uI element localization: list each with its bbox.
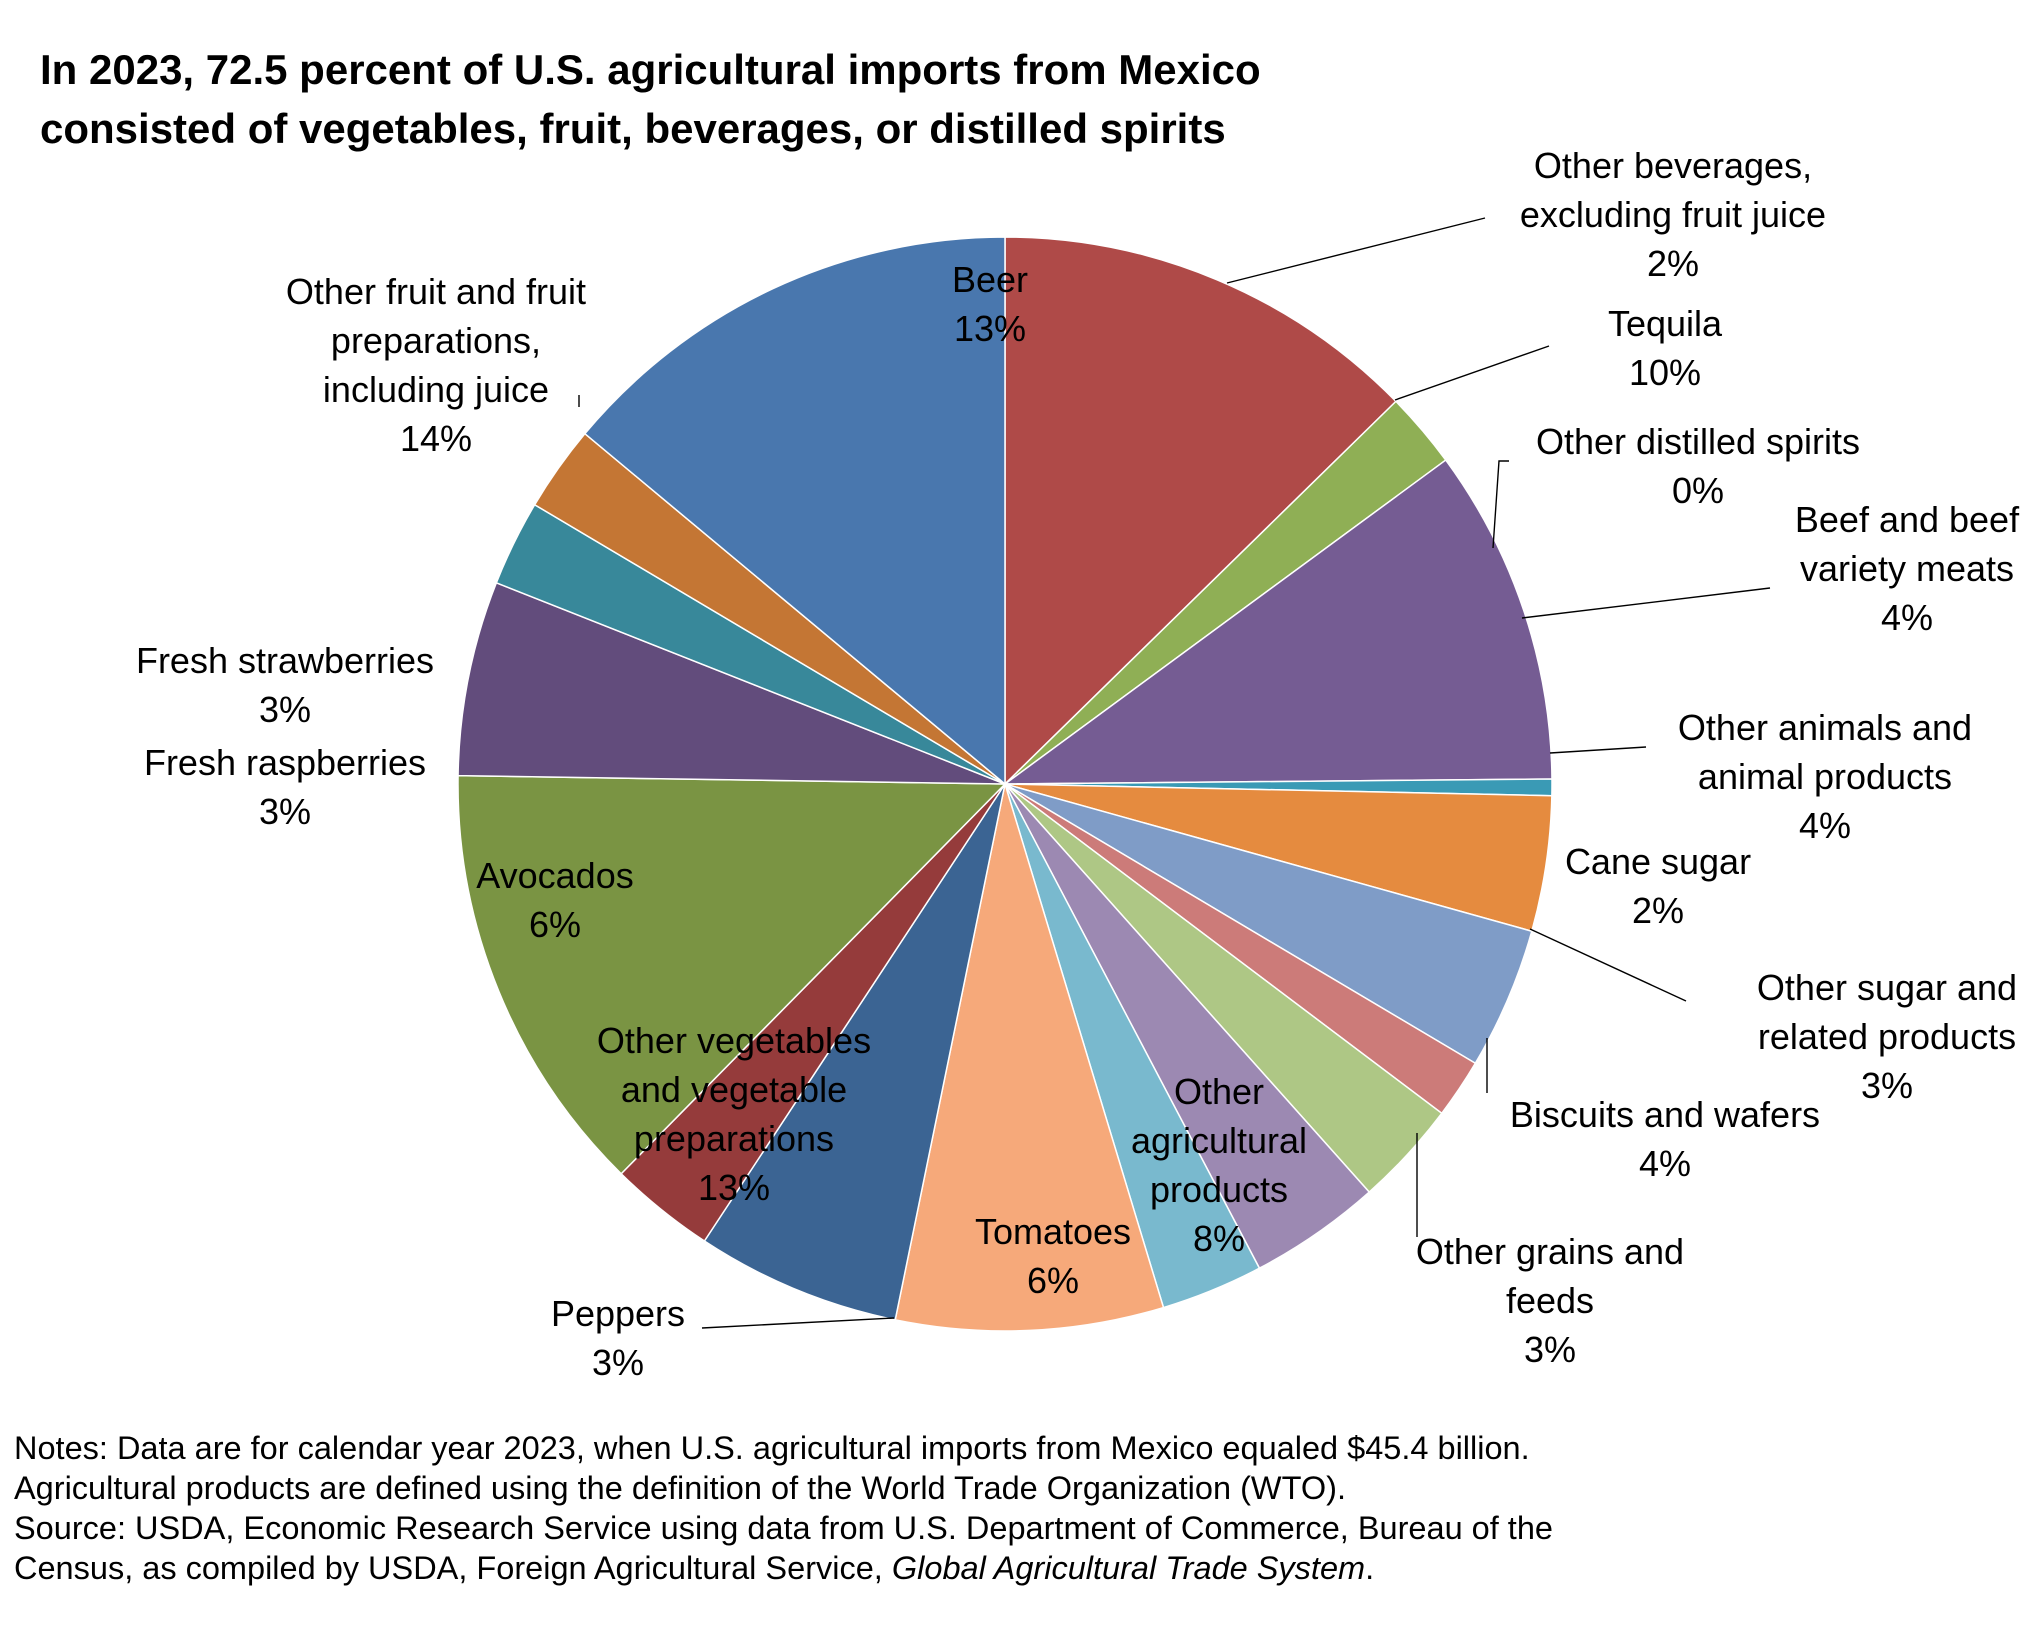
slice-label-line: related products <box>1758 1016 2016 1057</box>
slice-labels: Beer 13% Other beverages, excluding fruit j… <box>136 145 2020 1383</box>
slice-label-line: Avocados <box>476 855 633 896</box>
slice-label-other-sugar-and-related-products: Other sugar and related products 3% <box>1757 967 2017 1106</box>
slice-label-line: variety meats <box>1800 548 2014 589</box>
slice-label-line: preparations, <box>331 320 541 361</box>
leader-line-other-animals-and-animal-products <box>1549 746 1647 754</box>
slice-label-line: 13% <box>698 1167 770 1208</box>
slice-label-line: feeds <box>1506 1280 1594 1321</box>
slice-label-line: Fresh raspberries <box>144 742 426 783</box>
source-line-2: Census, as compiled by USDA, Foreign Agr… <box>14 1548 2024 1588</box>
slice-label-line: 8% <box>1193 1218 1245 1259</box>
slice-label-line: Cane sugar <box>1565 841 1751 882</box>
slice-label-other-distilled-spirits: Other distilled spirits 0% <box>1536 421 1860 511</box>
leader-line-other-sugar-and-related-products <box>1529 928 1687 1002</box>
pie-slice-other-agricultural-products <box>894 783 1165 1332</box>
slice-label-line: Other distilled spirits <box>1536 421 1860 462</box>
slice-label-line: 6% <box>1027 1260 1079 1301</box>
slice-label-line: preparations <box>634 1118 834 1159</box>
slice-label-line: Other beverages, <box>1534 145 1812 186</box>
slice-label-tequila: Tequila 10% <box>1608 303 1723 393</box>
slice-label-line: 4% <box>1639 1143 1691 1184</box>
slice-label-line: 14% <box>400 418 472 459</box>
leader-line-tequila <box>1394 345 1550 401</box>
slice-label-other-animals-and-animal-products: Other animals and animal products 4% <box>1678 707 1972 846</box>
slice-label-line: 3% <box>259 689 311 730</box>
slice-label-other-vegetables-and-vegetable-preparations: Other vegetables and vegetable preparation… <box>597 1020 871 1208</box>
slice-label-line: 0% <box>1672 470 1724 511</box>
slice-label-line: animal products <box>1698 756 1952 797</box>
slice-label-line: Other vegetables <box>597 1020 871 1061</box>
slice-label-line: Other grains and <box>1416 1231 1684 1272</box>
leader-line-other-beverages-excluding-fruit-juice <box>1226 217 1486 284</box>
source-dataset-name: Global Agricultural Trade System <box>891 1550 1366 1586</box>
slice-label-line: 3% <box>592 1342 644 1383</box>
slice-label-line: products <box>1150 1169 1288 1210</box>
slice-label-line: 6% <box>529 904 581 945</box>
slice-label-other-grains-and-feeds: Other grains and feeds 3% <box>1416 1231 1684 1370</box>
slice-label-avocados: Avocados 6% <box>476 855 633 945</box>
slice-label-beer: Beer 13% <box>952 259 1028 349</box>
slice-label-line: 13% <box>954 308 1026 349</box>
slice-label-line: 3% <box>1861 1065 1913 1106</box>
chart-title: In 2023, 72.5 percent of U.S. agricultur… <box>40 40 1740 158</box>
pie-slices <box>457 236 1553 1332</box>
slice-label-line: and vegetable <box>621 1069 847 1110</box>
source-line-1: Source: USDA, Economic Research Service … <box>14 1510 1553 1546</box>
slice-label-line: agricultural <box>1131 1120 1307 1161</box>
source-end: . <box>1365 1550 1375 1586</box>
source-text: Census, as compiled by USDA, Foreign Agr… <box>14 1550 892 1586</box>
leader-line-beef-and-beef-variety-meats <box>1521 587 1771 619</box>
slice-label-line: including juice <box>323 369 549 410</box>
slice-label-biscuits-and-wafers: Biscuits and wafers 4% <box>1510 1094 1820 1184</box>
slice-label-line: Beer <box>952 259 1028 300</box>
chart-title-line-2: consisted of vegetables, fruit, beverage… <box>40 105 1226 152</box>
slice-label-line: Peppers <box>551 1293 685 1334</box>
pie-slice-tequila <box>1002 459 1553 785</box>
slice-label-other-beverages-excluding-fruit-juice: Other beverages, excluding fruit juice 2% <box>1520 145 1826 284</box>
notes-line-1: Notes: Data are for calendar year 2023, … <box>14 1430 1530 1466</box>
slice-label-line: Other sugar and <box>1757 967 2017 1008</box>
slice-label-other-agricultural-products: Other agricultural products 8% <box>1131 1071 1307 1259</box>
slice-label-line: Beef and beef <box>1795 499 2020 540</box>
chart-notes: Notes: Data are for calendar year 2023, … <box>14 1428 2024 1588</box>
slice-label-fresh-raspberries: Fresh raspberries 3% <box>144 742 426 832</box>
slice-label-line: 3% <box>259 791 311 832</box>
slice-label-line: Fresh strawberries <box>136 640 434 681</box>
slice-label-line: 4% <box>1799 805 1851 846</box>
leader-lines <box>578 217 1771 1329</box>
slice-label-other-fruit-and-fruit-preparations-including-juice: Other fruit and fruit preparations, includ… <box>286 271 586 459</box>
slice-label-line: 3% <box>1524 1329 1576 1370</box>
chart-title-line-1: In 2023, 72.5 percent of U.S. agricultur… <box>40 46 1261 93</box>
slice-label-line: Other animals and <box>1678 707 1972 748</box>
slice-label-line: Tomatoes <box>975 1211 1131 1252</box>
notes-line-2: Agricultural products are defined using … <box>14 1470 1346 1506</box>
slice-label-tomatoes: Tomatoes 6% <box>975 1211 1131 1301</box>
slice-label-line: Tequila <box>1608 303 1723 344</box>
slice-label-line: Other <box>1174 1071 1264 1112</box>
slice-label-line: 2% <box>1647 243 1699 284</box>
pie-slice-beer <box>1004 236 1397 786</box>
pie-chart: Beer 13% Other beverages, excluding fruit j… <box>136 145 2020 1383</box>
slice-label-line: Biscuits and wafers <box>1510 1094 1820 1135</box>
pie-slice-other-fruit-and-fruit-preparations-including-juice <box>583 236 1006 786</box>
slice-label-line: 4% <box>1881 597 1933 638</box>
slice-label-cane-sugar: Cane sugar 2% <box>1565 841 1751 931</box>
pie-slice-avocados <box>457 581 1006 785</box>
slice-label-beef-and-beef-variety-meats: Beef and beef variety meats 4% <box>1795 499 2020 638</box>
slice-label-line: 2% <box>1632 890 1684 931</box>
leader-line-peppers <box>701 1317 895 1329</box>
leader-line-other-distilled-spirits <box>1492 460 1509 549</box>
pie-slice-other-vegetables-and-vegetable-preparations <box>457 774 1007 1175</box>
slice-label-peppers: Peppers 3% <box>551 1293 685 1383</box>
slice-label-fresh-strawberries: Fresh strawberries 3% <box>136 640 434 730</box>
slice-label-line: 10% <box>1629 352 1701 393</box>
slice-label-line: Other fruit and fruit <box>286 271 586 312</box>
slice-label-line: excluding fruit juice <box>1520 194 1826 235</box>
